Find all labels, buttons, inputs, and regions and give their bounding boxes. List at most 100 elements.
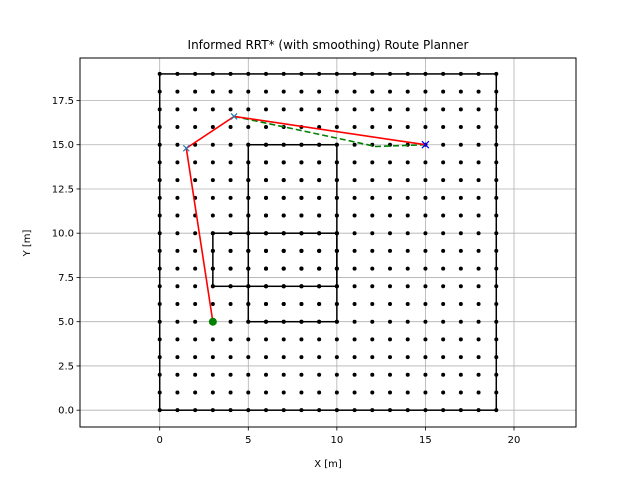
obstacle-point — [352, 355, 357, 360]
x-axis-label: X [m] — [314, 459, 342, 470]
obstacle-point — [388, 89, 392, 94]
obstacle-point — [299, 390, 304, 395]
obstacle-point — [246, 390, 251, 395]
obstacle-point — [175, 231, 180, 236]
obstacle-point — [370, 107, 375, 112]
obstacle-point — [334, 89, 339, 94]
obstacle-point — [210, 266, 215, 271]
obstacle-point — [157, 248, 162, 253]
obstacle-point — [370, 319, 375, 324]
obstacle-point — [193, 302, 198, 306]
obstacle-point — [193, 284, 198, 289]
obstacle-point — [299, 302, 304, 306]
obstacle-point — [423, 71, 428, 76]
markers — [182, 112, 430, 326]
obstacle-point — [388, 302, 392, 306]
obstacle-point — [458, 89, 463, 94]
obstacle-point — [246, 213, 251, 218]
obstacle-point — [317, 248, 322, 253]
obstacle-point — [494, 231, 499, 236]
obstacle-point — [264, 372, 268, 377]
obstacle-point — [388, 107, 392, 112]
obstacle-point — [175, 266, 180, 271]
obstacle-point — [228, 213, 233, 218]
obstacle-point — [370, 125, 375, 130]
obstacle-point — [494, 284, 499, 289]
obstacle-point — [193, 125, 198, 130]
obstacle-point — [388, 195, 392, 200]
obstacle-point — [352, 107, 357, 112]
obstacle-point — [405, 408, 410, 413]
obstacle-point — [157, 89, 162, 94]
obstacle-point — [423, 266, 428, 271]
obstacle-point — [494, 337, 499, 342]
obstacle-point — [157, 71, 162, 76]
obstacle-point — [175, 125, 180, 130]
obstacle-point — [441, 178, 446, 183]
obstacle-point — [228, 408, 233, 413]
obstacle-point — [494, 195, 499, 200]
obstacle-point — [441, 284, 446, 289]
obstacle-point — [246, 372, 251, 377]
obstacle-point — [210, 71, 215, 76]
paths — [185, 115, 426, 322]
obstacle-point — [264, 231, 268, 236]
obstacle-point — [441, 337, 446, 342]
obstacle-point — [334, 125, 339, 130]
obstacle-point — [476, 178, 481, 183]
obstacle-point — [476, 355, 481, 360]
obstacle-point — [299, 89, 304, 94]
x-tick-label: 10 — [330, 435, 343, 446]
obstacle-point — [476, 266, 481, 271]
obstacle-point — [441, 213, 446, 218]
obstacle-point — [370, 248, 375, 253]
obstacle-point — [458, 319, 463, 324]
obstacle-point — [405, 337, 410, 342]
obstacle-point — [423, 231, 428, 236]
obstacle-point — [317, 89, 322, 94]
obstacle-point — [494, 390, 499, 395]
obstacle-point — [210, 195, 215, 200]
obstacle-point — [228, 160, 233, 165]
x-tick-label: 0 — [157, 435, 163, 446]
obstacle-point — [228, 178, 233, 183]
obstacle-point — [370, 355, 375, 360]
obstacle-point — [388, 284, 392, 289]
obstacle-point — [388, 71, 392, 76]
obstacle-point — [281, 195, 286, 200]
obstacle-point — [352, 142, 357, 147]
obstacle-point — [405, 319, 410, 324]
obstacle-point — [299, 248, 304, 253]
obstacle-point — [441, 89, 446, 94]
plot-frame — [79, 57, 577, 428]
obstacle-point — [423, 248, 428, 253]
obstacle-point — [264, 160, 268, 165]
obstacle-point — [334, 337, 339, 342]
obstacle-point — [423, 408, 428, 413]
obstacle-point — [281, 337, 286, 342]
obstacle-point — [317, 390, 322, 395]
obstacle-point — [458, 372, 463, 377]
obstacle-point — [388, 408, 392, 413]
obstacle-point — [228, 266, 233, 271]
obstacle-point — [476, 408, 481, 413]
obstacle-point — [317, 142, 322, 147]
obstacle-point — [175, 372, 180, 377]
obstacle-point — [423, 160, 428, 165]
obstacle-point — [210, 231, 215, 236]
obstacle-point — [405, 355, 410, 360]
obstacle-point — [210, 408, 215, 413]
obstacle-point — [423, 390, 428, 395]
obstacle-point — [193, 337, 198, 342]
obstacle-point — [281, 266, 286, 271]
obstacle-point — [246, 408, 251, 413]
obstacle-point — [264, 266, 268, 271]
obstacle-point — [405, 71, 410, 76]
obstacle-point — [175, 355, 180, 360]
obstacle-point — [494, 372, 499, 377]
obstacle-point — [193, 71, 198, 76]
obstacle-point — [210, 107, 215, 112]
obstacle-point — [210, 178, 215, 183]
obstacle-point — [175, 160, 180, 165]
obstacle-point — [281, 284, 286, 289]
